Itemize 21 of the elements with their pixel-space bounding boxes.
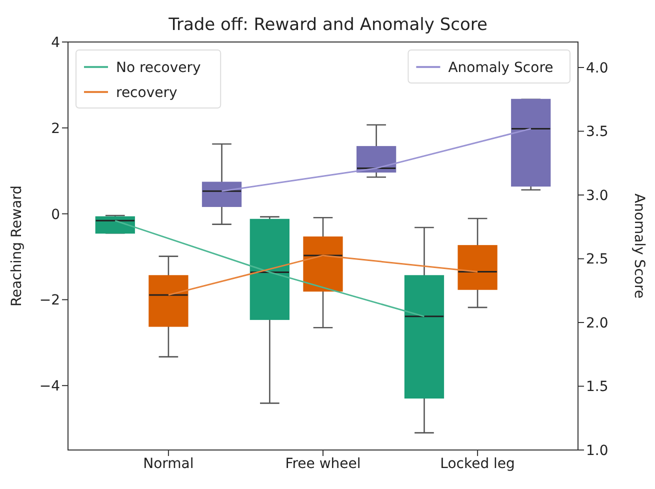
y2-tick-label: 2.0 bbox=[586, 315, 608, 332]
legend-label: No recovery bbox=[116, 60, 201, 76]
y-tick-label: −2 bbox=[39, 292, 60, 309]
y-tick-label: −4 bbox=[39, 378, 60, 395]
y-tick-label: 0 bbox=[51, 206, 60, 223]
y-tick-label: 4 bbox=[51, 34, 60, 51]
y2-tick-label: 2.5 bbox=[586, 252, 608, 268]
y2-tick-label: 3.5 bbox=[586, 124, 608, 140]
y2-tick-label: 4.0 bbox=[586, 60, 608, 76]
y2-tick-label: 1.5 bbox=[586, 379, 608, 396]
y-tick-label: 2 bbox=[51, 120, 60, 137]
legend-label: Anomaly Score bbox=[448, 60, 554, 76]
y-axis-title: Reaching Reward bbox=[8, 185, 25, 307]
x-tick-label: Free wheel bbox=[285, 456, 361, 472]
x-tick-label: Locked leg bbox=[440, 456, 515, 472]
chart-title: Trade off: Reward and Anomaly Score bbox=[168, 15, 488, 35]
y2-tick-label: 3.0 bbox=[586, 188, 608, 204]
x-tick-label: Normal bbox=[143, 456, 194, 472]
y2-tick-label: 1.0 bbox=[586, 442, 608, 459]
y2-axis-title: Anomaly Score bbox=[631, 193, 648, 299]
legend-label: recovery bbox=[116, 85, 178, 101]
